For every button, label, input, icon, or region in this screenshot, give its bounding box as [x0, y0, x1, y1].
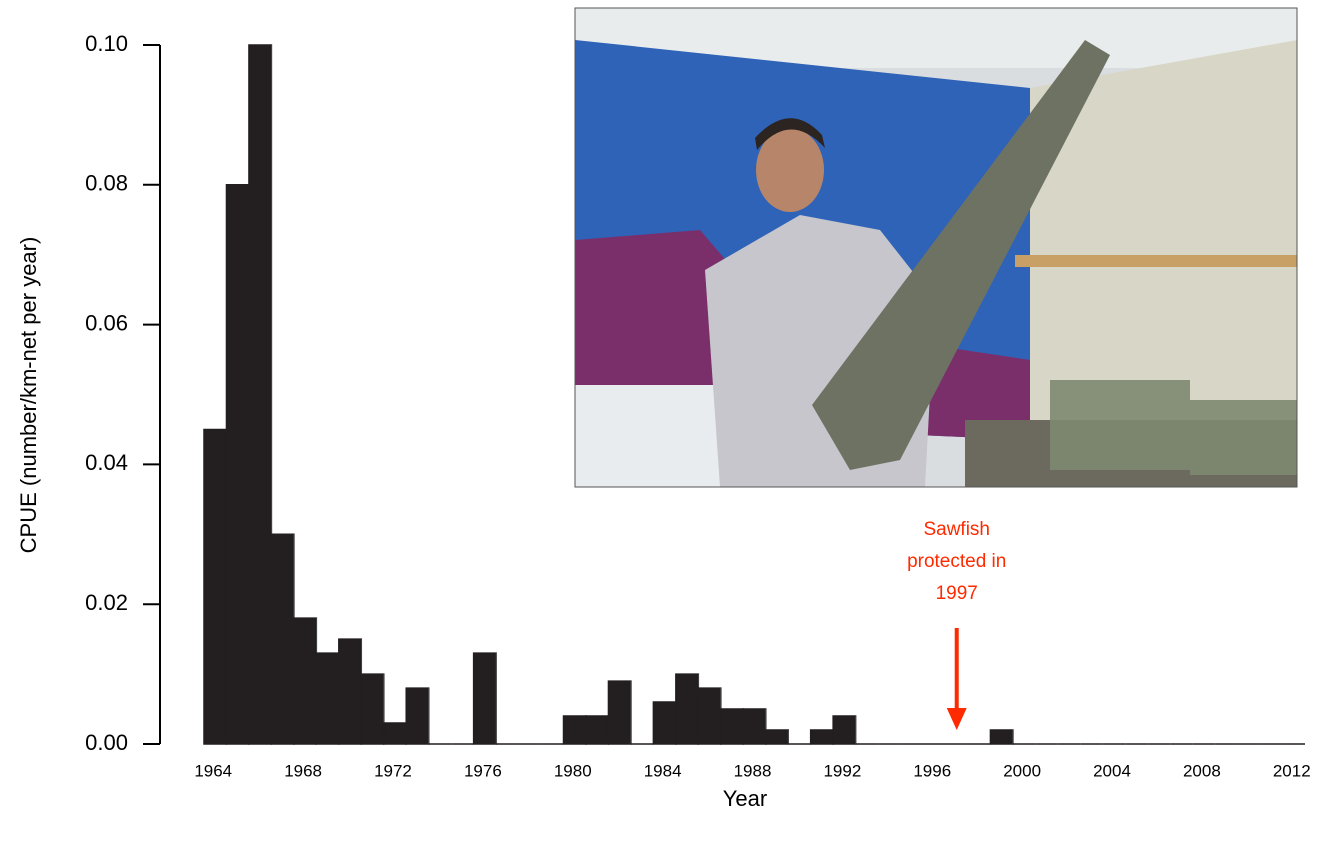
bar [675, 673, 700, 745]
bar [405, 687, 430, 745]
bar [472, 652, 497, 745]
annotation-text: 1997 [936, 583, 978, 604]
x-tick-label: 2008 [1183, 761, 1221, 780]
bar [338, 638, 363, 745]
bar [203, 428, 228, 745]
bar [248, 44, 273, 745]
bar [607, 680, 632, 745]
bar [764, 729, 789, 745]
annotation-text: protected in [907, 551, 1006, 572]
bar [585, 715, 610, 745]
bar [225, 184, 250, 745]
x-tick-label: 1988 [734, 761, 772, 780]
x-tick-label: 1968 [284, 761, 322, 780]
bar [832, 715, 857, 745]
bar [989, 729, 1014, 745]
x-tick-label: 1992 [823, 761, 861, 780]
bar [293, 617, 318, 745]
bar [270, 533, 295, 745]
y-axis-title: CPUE (number/km-net per year) [16, 237, 41, 554]
bar [315, 652, 340, 745]
bar [742, 708, 767, 745]
bar [562, 715, 587, 745]
x-tick-label: 1996 [913, 761, 951, 780]
bar [809, 729, 834, 745]
y-tick-label: 0.06 [85, 310, 128, 335]
x-tick-label: 1976 [464, 761, 502, 780]
y-tick-label: 0.00 [85, 730, 128, 755]
photo [574, 7, 1298, 488]
x-tick-label: 1984 [644, 761, 682, 780]
y-tick-label: 0.04 [85, 450, 128, 475]
x-tick-label: 2012 [1273, 761, 1311, 780]
bar [697, 687, 722, 745]
x-axis-title: Year [723, 786, 767, 811]
annotation-text: Sawfish [923, 519, 990, 540]
bar [652, 701, 677, 745]
y-tick-label: 0.02 [85, 590, 128, 615]
x-tick-label: 1964 [194, 761, 232, 780]
x-tick-label: 1980 [554, 761, 592, 780]
bar [360, 673, 385, 745]
x-tick-label: 2004 [1093, 761, 1131, 780]
x-tick-label: 2000 [1003, 761, 1041, 780]
x-tick-label: 1972 [374, 761, 412, 780]
y-tick-label: 0.10 [85, 31, 128, 56]
bar [720, 708, 745, 745]
annotation-arrowhead [946, 708, 967, 730]
y-tick-label: 0.08 [85, 171, 128, 196]
bar [383, 722, 407, 745]
